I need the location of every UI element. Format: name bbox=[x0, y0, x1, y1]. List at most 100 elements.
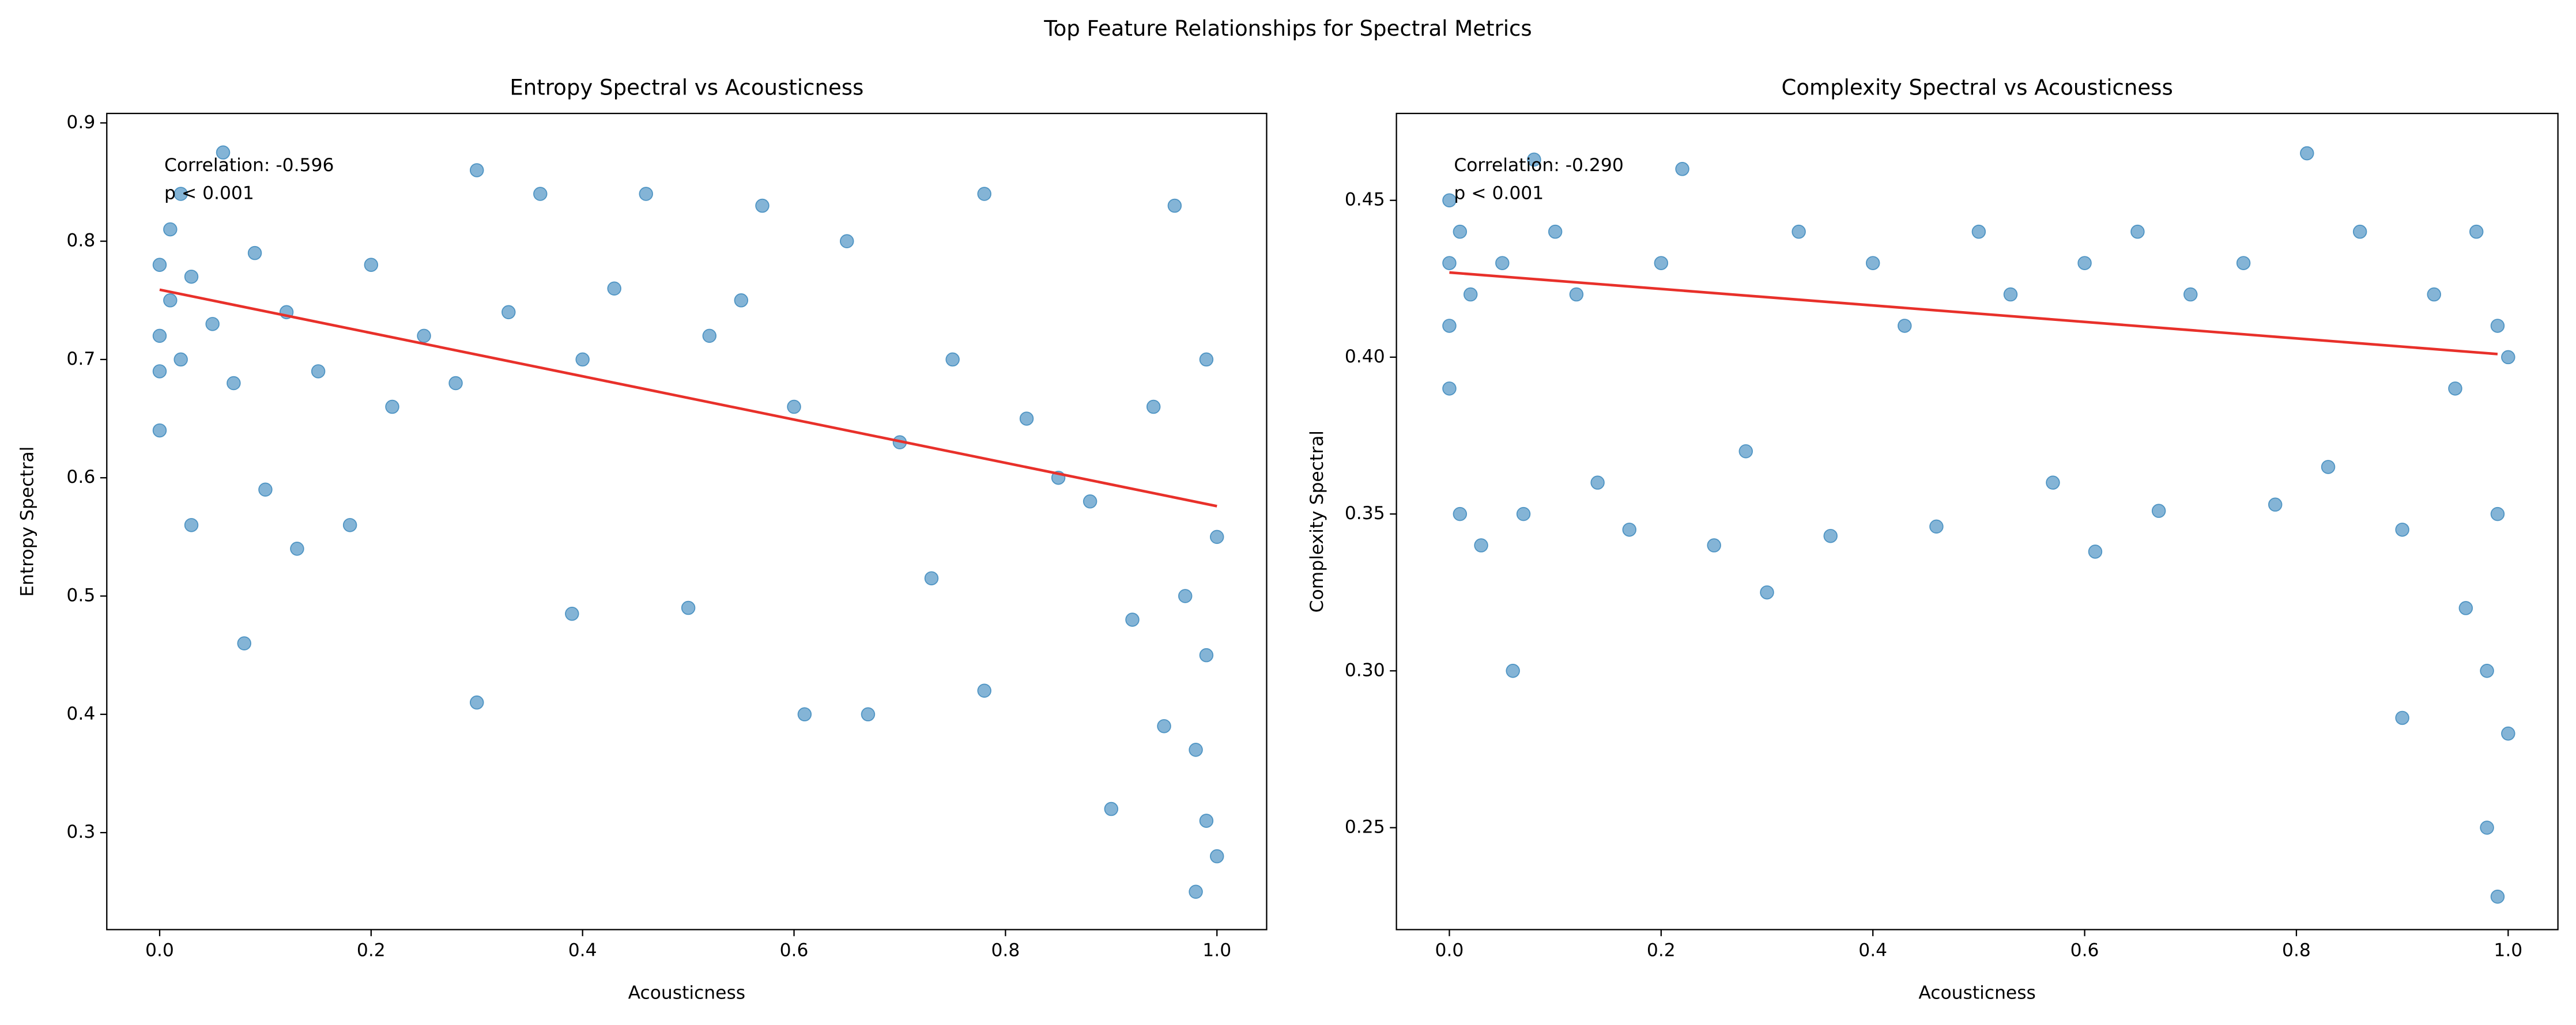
chart-title: Complexity Spectral vs Acousticness bbox=[1781, 75, 2173, 100]
point bbox=[2395, 710, 2409, 725]
point bbox=[1125, 612, 1140, 627]
point bbox=[1971, 224, 1986, 239]
point bbox=[1791, 224, 1806, 239]
fit-line bbox=[1449, 271, 2498, 355]
point bbox=[364, 258, 379, 272]
y-tick-label: 0.8 bbox=[66, 230, 95, 251]
point bbox=[1167, 198, 1182, 213]
annotation: Correlation: -0.290 bbox=[1454, 155, 1623, 176]
point bbox=[1654, 256, 1669, 270]
point bbox=[2300, 146, 2314, 161]
point bbox=[1209, 849, 1224, 864]
x-tick-label: 0.4 bbox=[568, 940, 597, 960]
y-axis-label: Complexity Spectral bbox=[1307, 430, 1327, 612]
point bbox=[216, 145, 231, 160]
y-tick-label: 0.4 bbox=[66, 703, 95, 724]
point bbox=[1083, 494, 1097, 509]
point bbox=[2458, 601, 2473, 615]
point bbox=[1738, 444, 1753, 459]
point bbox=[1707, 538, 1721, 553]
plot-area bbox=[107, 113, 1267, 930]
fit-line bbox=[159, 288, 1217, 508]
x-tick-label: 0.8 bbox=[991, 940, 1020, 960]
point bbox=[2183, 287, 2198, 302]
point bbox=[311, 364, 326, 379]
point bbox=[237, 636, 251, 650]
point bbox=[2268, 497, 2283, 512]
point bbox=[797, 707, 812, 722]
point bbox=[2480, 820, 2494, 835]
point bbox=[163, 222, 178, 237]
point bbox=[2490, 506, 2505, 521]
point bbox=[385, 399, 399, 414]
point bbox=[945, 352, 960, 367]
point bbox=[977, 683, 991, 698]
point bbox=[1199, 814, 1214, 828]
point bbox=[1209, 529, 1224, 544]
x-tick-label: 0.0 bbox=[145, 940, 174, 960]
point bbox=[1453, 506, 1468, 521]
point bbox=[174, 352, 188, 367]
point bbox=[2427, 287, 2441, 302]
point bbox=[533, 187, 548, 201]
point bbox=[1516, 506, 1531, 521]
chart-title: Entropy Spectral vs Acousticness bbox=[510, 75, 863, 100]
x-axis-label: Acousticness bbox=[1918, 983, 2036, 1004]
point bbox=[1506, 664, 1520, 678]
point bbox=[2046, 475, 2060, 490]
point bbox=[1929, 519, 1944, 534]
y-tick-label: 0.45 bbox=[1345, 190, 1385, 210]
point bbox=[1157, 719, 1171, 733]
point bbox=[2480, 664, 2494, 678]
y-tick-label: 0.35 bbox=[1345, 503, 1385, 524]
point bbox=[787, 399, 801, 414]
annotation: p < 0.001 bbox=[164, 183, 254, 204]
x-tick-label: 0.2 bbox=[357, 940, 386, 960]
point bbox=[184, 518, 199, 532]
point bbox=[247, 245, 262, 260]
annotation: p < 0.001 bbox=[1454, 183, 1544, 204]
x-tick-label: 1.0 bbox=[1202, 940, 1231, 960]
point bbox=[565, 607, 579, 621]
point bbox=[1590, 475, 1605, 490]
point bbox=[681, 600, 696, 615]
point bbox=[1760, 585, 1774, 600]
point bbox=[2469, 224, 2484, 239]
x-tick-label: 0.8 bbox=[2282, 940, 2311, 960]
annotation: Correlation: -0.596 bbox=[164, 155, 334, 176]
point bbox=[1823, 528, 1838, 543]
point bbox=[1453, 224, 1468, 239]
point bbox=[2130, 224, 2145, 239]
point bbox=[924, 571, 939, 585]
y-tick-label: 0.5 bbox=[66, 585, 95, 606]
plot-area bbox=[1396, 113, 2558, 930]
point bbox=[639, 187, 653, 201]
point bbox=[205, 317, 220, 331]
point bbox=[342, 518, 357, 532]
y-tick-label: 0.40 bbox=[1345, 346, 1385, 367]
point bbox=[2490, 319, 2505, 333]
point bbox=[163, 293, 178, 308]
point bbox=[417, 328, 431, 343]
point bbox=[1146, 399, 1161, 414]
x-tick-label: 0.2 bbox=[1647, 940, 1676, 960]
y-axis-label: Entropy Spectral bbox=[17, 447, 37, 597]
y-tick-label: 0.25 bbox=[1345, 817, 1385, 838]
point bbox=[1189, 743, 1203, 757]
point bbox=[2395, 523, 2409, 537]
point bbox=[469, 695, 484, 710]
point bbox=[184, 269, 199, 284]
figure-title: Top Feature Relationships for Spectral M… bbox=[1043, 16, 1532, 41]
point bbox=[1548, 224, 1563, 239]
point bbox=[152, 328, 167, 343]
point bbox=[290, 542, 304, 556]
point bbox=[2321, 460, 2336, 474]
point bbox=[2490, 890, 2505, 904]
point bbox=[1898, 319, 1912, 333]
point bbox=[448, 376, 463, 391]
point bbox=[152, 364, 167, 379]
point bbox=[1569, 287, 1584, 302]
point bbox=[977, 187, 991, 201]
point bbox=[152, 258, 167, 272]
point bbox=[1675, 162, 1689, 176]
